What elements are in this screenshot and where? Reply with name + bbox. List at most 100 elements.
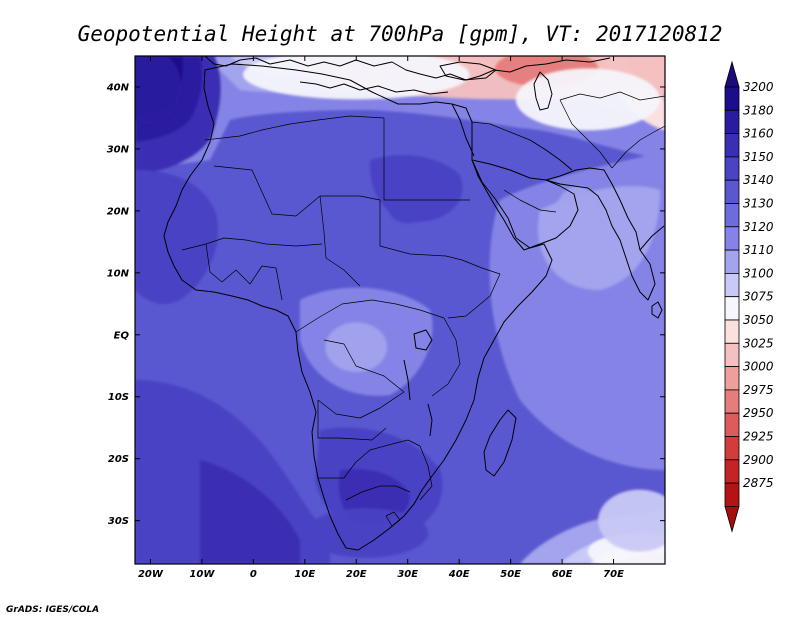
india-east: [639, 225, 665, 251]
lon-tick-label: 40E: [448, 569, 470, 580]
colorbar-swatch: [724, 436, 740, 461]
colorbar-swatch: [724, 319, 740, 344]
colorbar-label: 3110: [743, 243, 774, 257]
colorbar-swatch: [724, 459, 740, 484]
colorbar-label: 3025: [743, 336, 774, 350]
field-blobs: [135, 56, 665, 564]
triangle-down-icon: [724, 505, 740, 533]
border-ethiopia: [445, 255, 501, 319]
country-borders: [181, 91, 665, 527]
lon-tick-label: 20E: [346, 569, 367, 580]
lon-tick-label: 30E: [397, 569, 418, 580]
colorbar-label: 3000: [743, 360, 774, 374]
colorbar-label: 2875: [743, 476, 774, 490]
red-sea-west: [451, 103, 475, 157]
colorbar-swatch: [724, 203, 740, 228]
lake-tanganyika: [403, 359, 411, 401]
contour-field: [135, 56, 665, 564]
colorbar-label: 2900: [743, 453, 774, 467]
lat-tick-label: 20S: [108, 454, 129, 465]
border-central-asia: [559, 91, 665, 101]
lon-tick-label: 0: [250, 569, 257, 580]
colorbar-swatch: [724, 226, 740, 251]
lon-tick-label: 10W: [189, 569, 215, 580]
lon-tick-label: 70E: [603, 569, 624, 580]
chart-title: Geopotential Height at 700hPa [gpm], VT:…: [78, 22, 723, 46]
sri-lanka: [651, 301, 663, 319]
field-blob-3150-8: [304, 508, 429, 558]
colorbar-swatch: [724, 342, 740, 367]
colorbar-label: 2975: [743, 383, 774, 397]
field-blob-3075-3: [515, 68, 660, 131]
border-mozambique: [419, 445, 433, 501]
lat-tick-label: EQ: [114, 330, 130, 341]
colorbar-label: 3150: [743, 150, 774, 164]
colorbar-label: 3075: [743, 290, 774, 304]
shade-satl-3160: [200, 460, 300, 564]
map-frame: [134, 55, 666, 565]
border-angola: [317, 400, 387, 441]
lake-malawi: [427, 403, 433, 437]
colorbar-swatch: [724, 482, 740, 507]
border-gulf-guinea: [205, 243, 283, 301]
colorbar-swatch: [724, 86, 740, 111]
border-arabia: [503, 189, 557, 213]
border-sahara: [213, 165, 447, 257]
madagascar: [483, 409, 517, 477]
lon-tick-label: 50E: [500, 569, 521, 580]
border-india: [611, 125, 665, 169]
border-iran: [559, 99, 613, 169]
colorbar-swatch: [724, 249, 740, 274]
colorbar-label: 3050: [743, 313, 774, 327]
europe-coast: [204, 56, 611, 81]
border-middle-east: [471, 121, 531, 141]
border-north-africa: [204, 115, 385, 141]
persian-gulf: [529, 139, 573, 171]
border-east: [431, 317, 461, 397]
caspian-sea: [533, 71, 553, 111]
colorbar-label: 3180: [743, 103, 774, 117]
lat-tick-label: 10N: [107, 268, 130, 279]
colorbar-swatch: [724, 156, 740, 181]
lake-victoria: [413, 329, 433, 351]
lat-tick-label: 10S: [108, 392, 129, 403]
border-congo: [317, 339, 405, 419]
border-libya-egypt: [383, 118, 470, 201]
colorbar: 3200 3180 3160 3150 3140 3130 3120 3110 3100 3075…: [724, 60, 774, 533]
field-blob-3110-7: [551, 186, 604, 273]
colorbar-swatch: [724, 366, 740, 391]
colorbar-label: 3200: [743, 80, 774, 94]
arabian-peninsula: [471, 159, 579, 251]
field-blob-3075-2: [243, 56, 470, 100]
border-lesotho: [385, 511, 401, 527]
field-blob-3100-10: [598, 489, 665, 552]
colorbar-swatch: [724, 179, 740, 204]
map-panel: 20W 10W 0 10E 20E 30E 40E 50E 60E 70E 40N 30N 20N 10N…: [106, 55, 666, 580]
lat-tick-label: 20N: [107, 206, 130, 217]
colorbar-swatch: [724, 389, 740, 414]
colorbar-swatch: [724, 296, 740, 321]
border-sa: [345, 485, 411, 501]
colorbar-label: 2925: [743, 430, 774, 444]
colorbar-swatch: [724, 272, 740, 298]
lon-tick-label: 10E: [294, 569, 315, 580]
colorbar-swatch: [724, 109, 740, 135]
field-blob-3180-4: [135, 56, 182, 125]
colorbar-label: 3160: [743, 127, 774, 141]
colorbar-label: 3130: [743, 197, 774, 211]
triangle-up-icon: [724, 60, 740, 88]
border-southern: [318, 439, 421, 479]
axis-ticks: 20W 10W 0 10E 20E 30E 40E 50E 60E 70E 40N 30N 20N 10N…: [106, 56, 665, 580]
border-chad: [319, 195, 361, 287]
lon-tick-label: 20W: [138, 569, 164, 580]
lon-tick-label: 60E: [552, 569, 573, 580]
border-central: [295, 299, 445, 333]
colorbar-label: 3100: [743, 266, 774, 280]
colorbar-label: 2950: [743, 406, 774, 420]
colorbar-label: 3120: [743, 220, 774, 234]
black-sea: [439, 61, 497, 81]
colorbar-swatch: [724, 412, 740, 437]
asia-coast: [545, 167, 656, 301]
field-blob-3110-6: [325, 322, 388, 372]
